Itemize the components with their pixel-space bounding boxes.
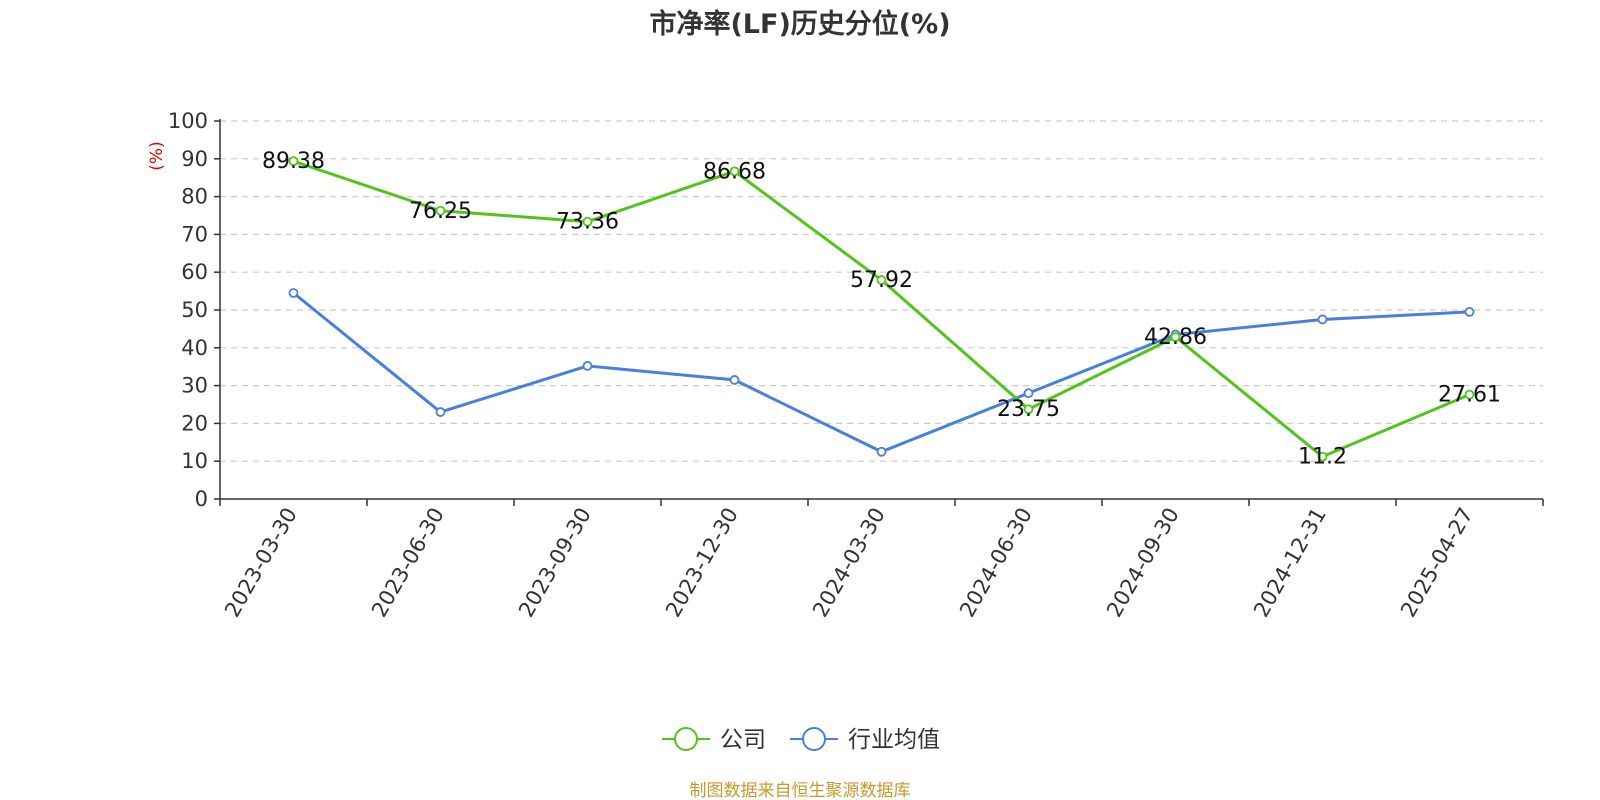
data-label: 23.75	[997, 397, 1060, 422]
y-tick-label: 70	[181, 222, 208, 246]
data-label: 27.61	[1438, 383, 1501, 408]
data-point	[1464, 306, 1475, 317]
axes: 0 10 20 30 40 50 60 70 80 90 100 2023-03-30 2023-06-…	[168, 109, 1544, 622]
x-tick-label: 2023-06-30	[367, 504, 449, 622]
data-point	[1170, 332, 1181, 342]
data-point	[435, 205, 446, 216]
data-point	[729, 375, 740, 385]
series-lines	[288, 156, 1475, 462]
x-tick-label: 2023-12-30	[661, 504, 743, 622]
data-labels: 89.38 76.25 73.36 86.68 57.92 23.75 42.86 11.2 2…	[262, 149, 1501, 470]
source-note: 制图数据来自恒生聚源数据库	[690, 781, 911, 800]
data-label: 42.86	[1144, 325, 1207, 350]
y-tick-label: 10	[181, 449, 208, 473]
series-line	[292, 291, 1470, 454]
legend-marker	[674, 727, 698, 751]
data-label: 89.38	[262, 149, 325, 174]
data-point	[876, 275, 887, 285]
x-tick-label: 2025-04-27	[1396, 504, 1478, 622]
data-point	[1317, 451, 1328, 462]
data-point	[729, 166, 740, 177]
y-tick-label: 90	[181, 147, 208, 171]
data-point	[435, 407, 446, 417]
x-tick-label: 2023-09-30	[514, 504, 596, 622]
y-tick-label: 100	[168, 109, 208, 133]
y-tick-label: 40	[181, 336, 208, 360]
data-point	[288, 156, 299, 167]
legend-label: 行业均值	[848, 727, 940, 753]
y-tick-label: 20	[181, 411, 208, 435]
data-label: 73.36	[556, 210, 619, 235]
data-point	[582, 361, 593, 371]
y-axis-label: (%)	[147, 141, 167, 170]
y-tick-label: 60	[181, 260, 208, 284]
x-tick-label: 2024-12-31	[1249, 504, 1331, 622]
data-label: 57.92	[850, 268, 913, 293]
data-label: 11.2	[1298, 445, 1347, 470]
data-label: 76.25	[409, 199, 472, 224]
y-tick-label: 50	[181, 298, 208, 322]
x-tick-label: 2024-06-30	[955, 504, 1037, 622]
data-point	[876, 446, 887, 457]
y-tick-label: 80	[181, 185, 208, 209]
legend-label: 公司	[720, 727, 766, 753]
chart-title: 市净率(LF)历史分位(%)	[649, 8, 950, 40]
y-tick-label: 0	[195, 487, 208, 511]
data-point	[1464, 389, 1475, 400]
x-tick-label: 2024-09-30	[1102, 504, 1184, 622]
y-tick-label: 30	[181, 374, 208, 398]
data-point	[288, 288, 299, 298]
x-tick-label: 2024-03-30	[808, 504, 890, 622]
legend: 公司 行业均值	[662, 727, 940, 753]
data-point	[1023, 404, 1034, 415]
legend-marker	[802, 727, 826, 751]
x-tick-label: 2023-03-30	[220, 504, 302, 622]
data-label: 86.68	[703, 159, 766, 184]
data-point	[1317, 314, 1328, 325]
data-point	[582, 216, 593, 227]
data-point	[1023, 388, 1034, 399]
grid-lines	[220, 120, 1543, 462]
